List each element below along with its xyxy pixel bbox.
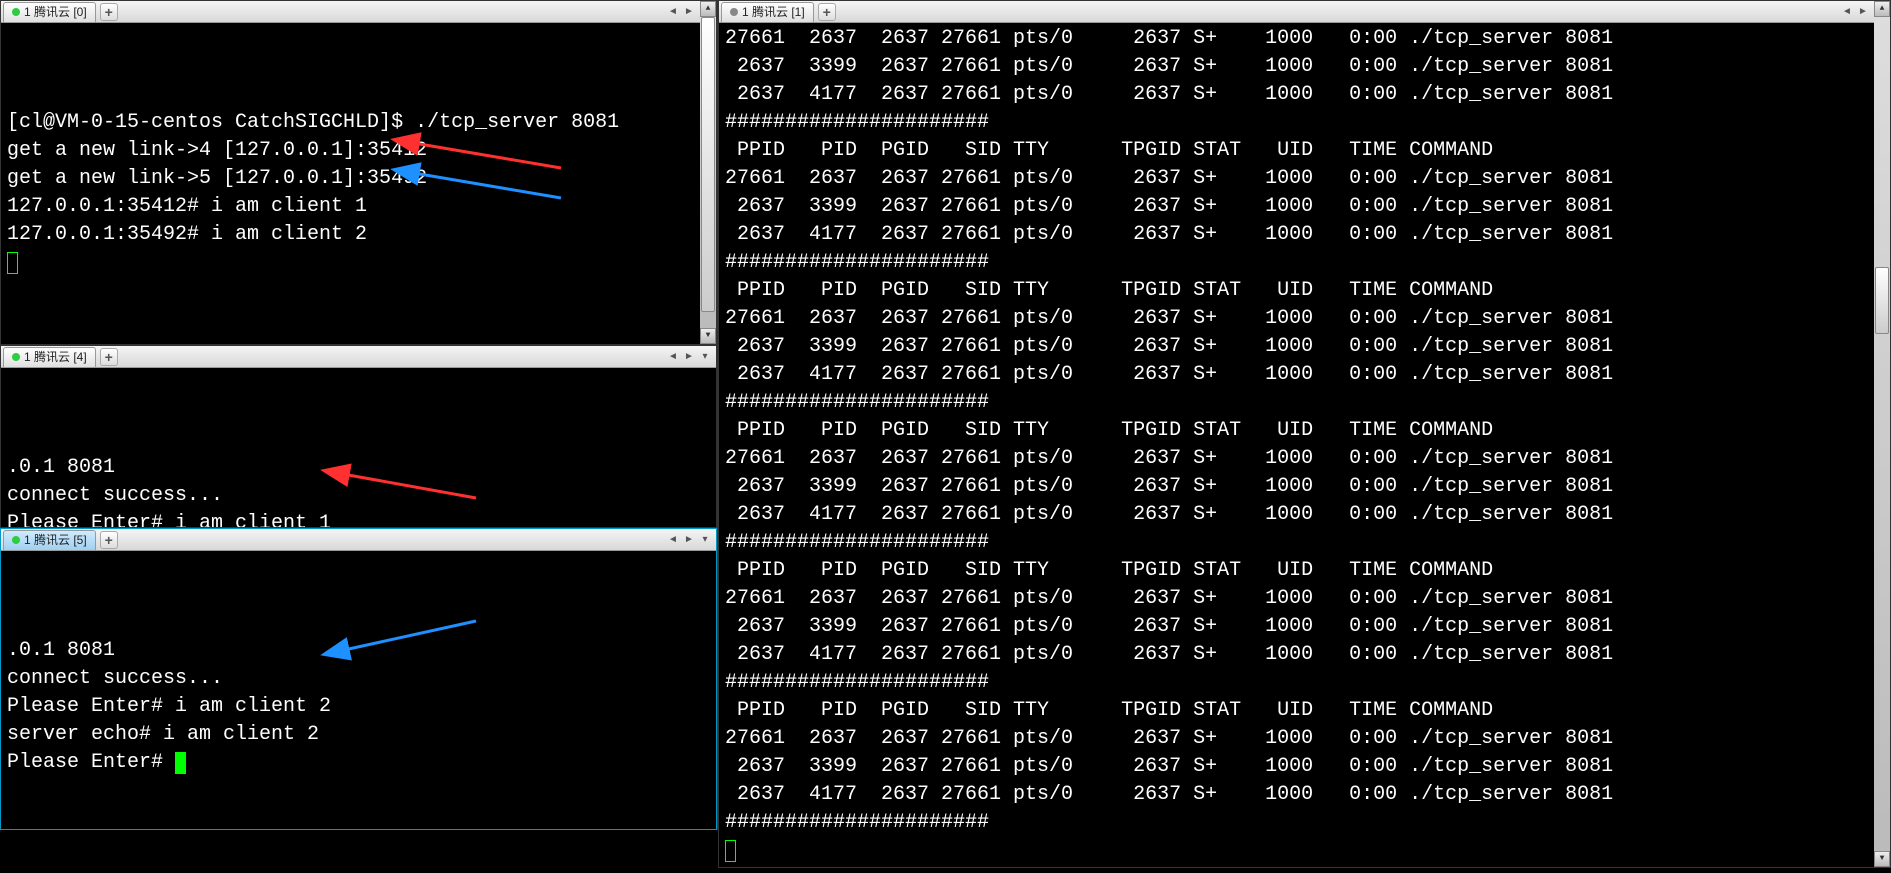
add-tab-button[interactable]: + — [100, 531, 118, 549]
status-dot-icon — [12, 536, 20, 544]
terminal-line: Please Enter# i am client 1 — [7, 510, 710, 527]
terminal-line: connect success... — [7, 665, 710, 693]
scroll-track[interactable] — [700, 17, 716, 328]
scrollbar[interactable]: ▲ ▼ — [1874, 1, 1890, 867]
scroll-up-icon[interactable]: ▲ — [1874, 1, 1890, 17]
terminal-line: Please Enter# i am client 2 — [7, 693, 710, 721]
terminal-line: 2637 3399 2637 27661 pts/0 2637 S+ 1000 … — [725, 753, 1884, 781]
terminal-line: PPID PID PGID SID TTY TPGID STAT UID TIM… — [725, 137, 1884, 165]
tab-menu-icon[interactable]: ▾ — [698, 533, 712, 547]
terminal-line: get a new link->4 [127.0.0.1]:35412 — [7, 137, 710, 165]
terminal-line: connect success... — [7, 482, 710, 510]
terminal-line: 27661 2637 2637 27661 pts/0 2637 S+ 1000… — [725, 165, 1884, 193]
cursor-icon — [725, 840, 736, 862]
tab-next-icon[interactable]: ► — [1856, 5, 1870, 19]
add-tab-button[interactable]: + — [818, 3, 836, 21]
status-dot-icon — [730, 8, 738, 16]
terminal-line: 2637 4177 2637 27661 pts/0 2637 S+ 1000 … — [725, 221, 1884, 249]
scroll-thumb[interactable] — [701, 17, 715, 312]
status-dot-icon — [12, 353, 20, 361]
terminal-line: 2637 3399 2637 27661 pts/0 2637 S+ 1000 … — [725, 333, 1884, 361]
tab-prev-icon[interactable]: ◄ — [1840, 5, 1854, 19]
terminal-line: 2637 3399 2637 27661 pts/0 2637 S+ 1000 … — [725, 473, 1884, 501]
terminal-line: 2637 4177 2637 27661 pts/0 2637 S+ 1000 … — [725, 781, 1884, 809]
status-dot-icon — [12, 8, 20, 16]
tabbar-pane-4: 1 腾讯云 [4] + ◄ ► ▾ — [1, 346, 716, 368]
terminal-line: .0.1 8081 — [7, 454, 710, 482]
terminal-line: 2637 4177 2637 27661 pts/0 2637 S+ 1000 … — [725, 501, 1884, 529]
terminal-line: server echo# i am client 2 — [7, 721, 710, 749]
tab-menu-icon[interactable]: ▾ — [698, 350, 712, 364]
terminal-line: PPID PID PGID SID TTY TPGID STAT UID TIM… — [725, 277, 1884, 305]
tab-pane-1[interactable]: 1 腾讯云 [1] — [721, 2, 814, 22]
terminal-line: 2637 3399 2637 27661 pts/0 2637 S+ 1000 … — [725, 193, 1884, 221]
terminal-line: ###################### — [725, 669, 1884, 697]
tab-prev-icon[interactable]: ◄ — [666, 350, 680, 364]
terminal-line: ###################### — [725, 109, 1884, 137]
terminal-pane-0: 1 腾讯云 [0] + ◄ ► ▾ — [0, 0, 717, 345]
terminal-output-5[interactable]: .0.1 8081connect success...Please Enter#… — [1, 551, 716, 829]
terminal-line: 27661 2637 2637 27661 pts/0 2637 S+ 1000… — [725, 445, 1884, 473]
terminal-line: get a new link->5 [127.0.0.1]:35492 — [7, 165, 710, 193]
add-tab-button[interactable]: + — [100, 348, 118, 366]
terminal-line: 2637 4177 2637 27661 pts/0 2637 S+ 1000 … — [725, 361, 1884, 389]
terminal-line: 27661 2637 2637 27661 pts/0 2637 S+ 1000… — [725, 725, 1884, 753]
terminal-line: PPID PID PGID SID TTY TPGID STAT UID TIM… — [725, 557, 1884, 585]
tab-prev-icon[interactable]: ◄ — [666, 533, 680, 547]
terminal-line: [cl@VM-0-15-centos CatchSIGCHLD]$ ./tcp_… — [7, 109, 710, 137]
tab-pane-4[interactable]: 1 腾讯云 [4] — [3, 347, 96, 367]
scroll-thumb[interactable] — [1875, 267, 1889, 334]
terminal-line: ###################### — [725, 809, 1884, 837]
tab-next-icon[interactable]: ► — [682, 5, 696, 19]
tab-pane-5[interactable]: 1 腾讯云 [5] — [3, 530, 96, 550]
terminal-line: 2637 3399 2637 27661 pts/0 2637 S+ 1000 … — [725, 613, 1884, 641]
terminal-line: .0.1 8081 — [7, 637, 710, 665]
tabbar-pane-0: 1 腾讯云 [0] + ◄ ► ▾ — [1, 1, 716, 23]
terminal-line: PPID PID PGID SID TTY TPGID STAT UID TIM… — [725, 697, 1884, 725]
terminal-output-0[interactable]: [cl@VM-0-15-centos CatchSIGCHLD]$ ./tcp_… — [1, 23, 716, 344]
tabbar-pane-5: 1 腾讯云 [5] + ◄ ► ▾ — [1, 529, 716, 551]
terminal-line: Please Enter# — [7, 749, 710, 777]
terminal-line: 27661 2637 2637 27661 pts/0 2637 S+ 1000… — [725, 305, 1884, 333]
terminal-line: 127.0.0.1:35492# i am client 2 — [7, 221, 710, 249]
terminal-output-1[interactable]: 27661 2637 2637 27661 pts/0 2637 S+ 1000… — [719, 23, 1890, 867]
terminal-pane-5: 1 腾讯云 [5] + ◄ ► ▾ .0.1 — [0, 528, 717, 830]
tab-label: 1 腾讯云 [4] — [24, 343, 87, 371]
terminal-line: 27661 2637 2637 27661 pts/0 2637 S+ 1000… — [725, 585, 1884, 613]
add-tab-button[interactable]: + — [100, 3, 118, 21]
terminal-line: ###################### — [725, 389, 1884, 417]
terminal-output-4[interactable]: .0.1 8081connect success...Please Enter#… — [1, 368, 716, 527]
tab-pane-0[interactable]: 1 腾讯云 [0] — [3, 2, 96, 22]
terminal-line: 27661 2637 2637 27661 pts/0 2637 S+ 1000… — [725, 25, 1884, 53]
cursor-icon — [175, 752, 186, 774]
tab-next-icon[interactable]: ► — [682, 533, 696, 547]
scroll-down-icon[interactable]: ▼ — [1874, 851, 1890, 867]
terminal-pane-1: 1 腾讯云 [1] + ◄ ► ▾ 27661 2637 2637 27661 … — [718, 0, 1891, 868]
tab-prev-icon[interactable]: ◄ — [666, 5, 680, 19]
terminal-line: 2637 4177 2637 27661 pts/0 2637 S+ 1000 … — [725, 81, 1884, 109]
tab-next-icon[interactable]: ► — [682, 350, 696, 364]
terminal-line: ###################### — [725, 249, 1884, 277]
tabbar-pane-1: 1 腾讯云 [1] + ◄ ► ▾ — [719, 1, 1890, 23]
terminal-line: 127.0.0.1:35412# i am client 1 — [7, 193, 710, 221]
cursor-icon — [7, 252, 18, 274]
tab-label: 1 腾讯云 [5] — [24, 526, 87, 554]
terminal-pane-4: 1 腾讯云 [4] + ◄ ► ▾ .0.1 — [0, 345, 717, 528]
terminal-line: 2637 3399 2637 27661 pts/0 2637 S+ 1000 … — [725, 53, 1884, 81]
scroll-track[interactable] — [1874, 17, 1890, 851]
scrollbar[interactable]: ▲ ▼ — [700, 1, 716, 344]
terminal-line: PPID PID PGID SID TTY TPGID STAT UID TIM… — [725, 417, 1884, 445]
terminal-line: 2637 4177 2637 27661 pts/0 2637 S+ 1000 … — [725, 641, 1884, 669]
scroll-up-icon[interactable]: ▲ — [700, 1, 716, 17]
terminal-line: ###################### — [725, 529, 1884, 557]
